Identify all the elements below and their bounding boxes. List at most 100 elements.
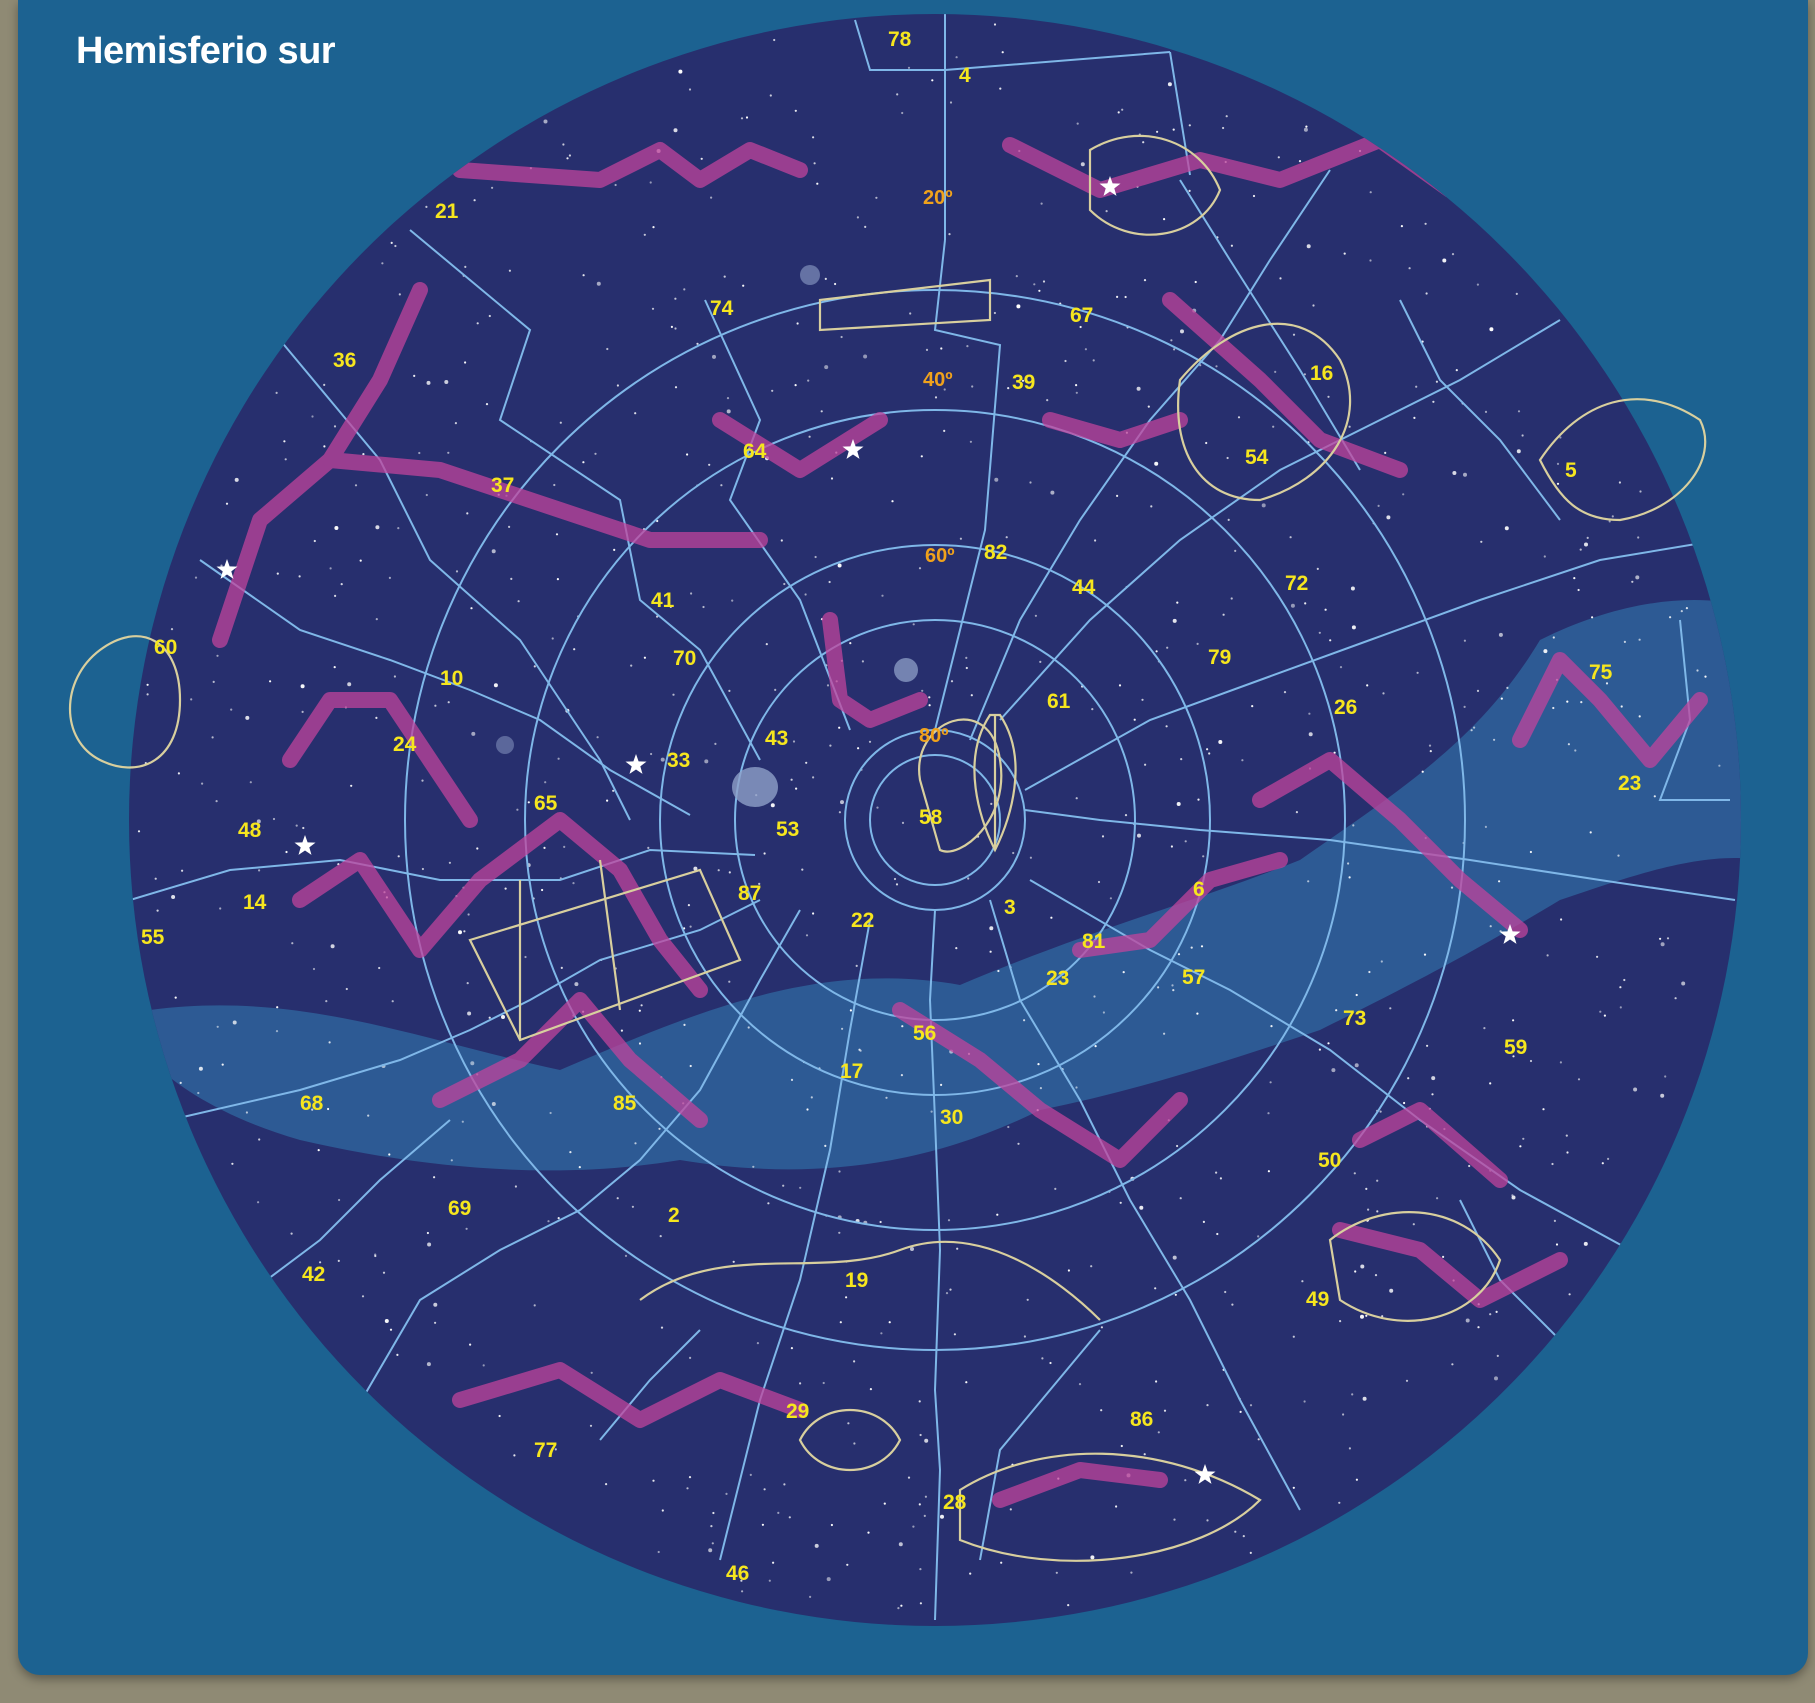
star-dot	[826, 1577, 831, 1582]
star-dot	[910, 1247, 914, 1251]
star-dot	[1637, 536, 1640, 539]
star-dot	[1230, 597, 1233, 600]
star-dot	[382, 1271, 386, 1274]
star-dot	[845, 1296, 848, 1299]
star-dot	[170, 628, 174, 631]
star-dot	[1224, 1290, 1227, 1294]
star-dot	[1473, 726, 1476, 729]
figure-man	[69, 635, 182, 769]
star-dot	[1360, 1314, 1364, 1319]
star-dot	[630, 664, 633, 667]
star-dot	[1029, 481, 1032, 484]
star-dot	[700, 157, 703, 160]
star-dot	[1566, 700, 1569, 703]
star-dot	[763, 1488, 766, 1491]
star-dot	[510, 577, 513, 581]
star-dot	[772, 1561, 775, 1564]
star-dot	[725, 1492, 728, 1495]
star-dot	[1568, 1293, 1571, 1296]
constellation-number: 73	[1343, 1007, 1366, 1030]
star-dot	[1566, 1151, 1569, 1154]
star-dot	[1495, 1310, 1498, 1313]
star-dot	[596, 736, 599, 739]
star-dot	[1543, 555, 1546, 558]
star-dot	[1180, 758, 1183, 761]
constellation-number: 72	[1285, 572, 1308, 595]
star-dot	[463, 930, 466, 933]
star-dot	[1546, 954, 1549, 957]
star-dot	[1017, 1142, 1020, 1145]
star-dot	[1380, 960, 1383, 963]
star-dot	[846, 1563, 849, 1566]
star-dot	[834, 282, 837, 286]
figure-crater	[798, 1409, 902, 1471]
star-dot	[1141, 698, 1144, 701]
star-dot	[1413, 416, 1416, 419]
star-dot	[805, 934, 809, 937]
star-dot	[557, 1217, 560, 1220]
star-dot	[566, 157, 569, 160]
star-dot	[1489, 925, 1492, 928]
star-dot	[338, 1198, 341, 1202]
star-dot	[488, 314, 491, 318]
star-dot	[1596, 955, 1599, 958]
star-dot	[491, 549, 496, 554]
star-dot	[616, 1197, 619, 1200]
globular-cluster-icon	[496, 736, 514, 754]
star-dot	[879, 1220, 882, 1224]
star-dot	[1522, 1137, 1525, 1140]
star-dot	[723, 275, 726, 278]
star-dot	[553, 483, 556, 487]
star-dot	[488, 1016, 491, 1019]
star-dot	[1442, 258, 1447, 263]
star-dot	[740, 1579, 743, 1582]
star-dot	[810, 1096, 813, 1099]
star-dot	[1451, 253, 1455, 256]
globular-cluster-icon	[894, 658, 918, 682]
star-dot	[720, 484, 723, 487]
star-dot	[1638, 638, 1641, 641]
star-dot	[1115, 1505, 1118, 1508]
star-dot	[396, 1353, 399, 1356]
star-dot	[1222, 126, 1225, 130]
star-dot	[1166, 646, 1169, 649]
star-dot	[1579, 548, 1582, 551]
star-dot	[1484, 825, 1487, 829]
star-dot	[683, 1023, 686, 1026]
star-dot	[1483, 1027, 1486, 1030]
star-dot	[1215, 1171, 1218, 1174]
star-dot	[413, 374, 416, 377]
star-dot	[1506, 686, 1509, 690]
star-dot	[1067, 1269, 1070, 1272]
star-dot	[683, 288, 686, 291]
star-dot	[634, 1142, 637, 1145]
star-dot	[1075, 384, 1078, 387]
star-dot	[1620, 705, 1623, 708]
star-dot	[508, 525, 511, 529]
star-dot	[171, 895, 176, 899]
star-dot	[1303, 127, 1308, 132]
star-dot	[1635, 575, 1640, 580]
star-dot	[1188, 189, 1191, 192]
star-dot	[990, 802, 993, 806]
star-dot	[956, 1247, 959, 1250]
star-dot	[1078, 1383, 1082, 1386]
chart-title: Hemisferio sur	[76, 30, 336, 72]
star-dot	[302, 826, 305, 830]
star-dot	[1680, 610, 1683, 613]
star-dot	[1156, 130, 1159, 133]
star-dot	[689, 1356, 692, 1359]
star-dot	[790, 1078, 794, 1081]
star-dot	[177, 772, 180, 775]
star-dot	[1428, 744, 1432, 747]
star-dot	[1000, 1561, 1003, 1564]
star-dot	[774, 688, 777, 692]
star-dot	[799, 1186, 802, 1189]
star-dot	[504, 887, 507, 890]
star-dot	[731, 599, 734, 602]
star-dot	[1130, 1571, 1133, 1574]
star-dot	[464, 361, 467, 364]
star-dot	[1225, 115, 1228, 118]
figure-serpent	[639, 1240, 1101, 1321]
star-dot	[1292, 1335, 1295, 1338]
